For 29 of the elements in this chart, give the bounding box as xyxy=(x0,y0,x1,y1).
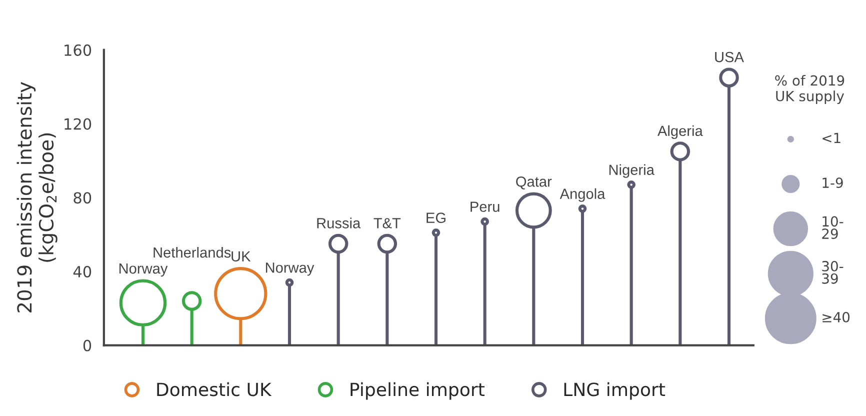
x-tick-label: Russia xyxy=(317,218,361,228)
legend-label: 1-9 xyxy=(822,178,843,188)
x-tick-label: Nigeria xyxy=(609,164,654,178)
x-tick-label: Norway xyxy=(119,264,168,277)
y-tick-label: 0 xyxy=(83,340,92,352)
x-tick-label: Netherlands xyxy=(154,246,231,258)
legend-label: 30- 39 xyxy=(822,260,844,284)
x-tick-label: Norway xyxy=(266,262,314,276)
y-axis-title: 2019 emission intensity (kgCO$_{2}$e/boe) xyxy=(16,82,58,312)
y-tick-label: 120 xyxy=(64,118,92,130)
y-tick-label: 160 xyxy=(64,44,92,56)
y-tick-label: 80 xyxy=(74,192,92,204)
x-tick-label: Algeria xyxy=(658,125,703,139)
point xyxy=(214,267,268,320)
legend-label: 10- 29 xyxy=(822,216,844,240)
legend-label: LNG import xyxy=(564,382,666,400)
legend-label: ≥40 xyxy=(822,312,850,322)
x-tick-label: USA xyxy=(715,52,744,62)
x-tick-label: T&T xyxy=(374,218,401,228)
legend-label: Pipeline import xyxy=(350,382,485,400)
x-tick-label: EG xyxy=(426,212,446,223)
legend-label: Domestic UK xyxy=(157,382,272,396)
x-tick-label: Qatar xyxy=(516,176,552,190)
legend-label: <1 xyxy=(822,132,840,144)
x-tick-label: Peru xyxy=(470,202,500,212)
legend-title: % of 2019 UK supply xyxy=(775,75,844,104)
x-tick-label: UK xyxy=(232,251,251,262)
y-tick-label: 40 xyxy=(73,266,92,278)
x-tick-label: Angola xyxy=(560,188,606,202)
